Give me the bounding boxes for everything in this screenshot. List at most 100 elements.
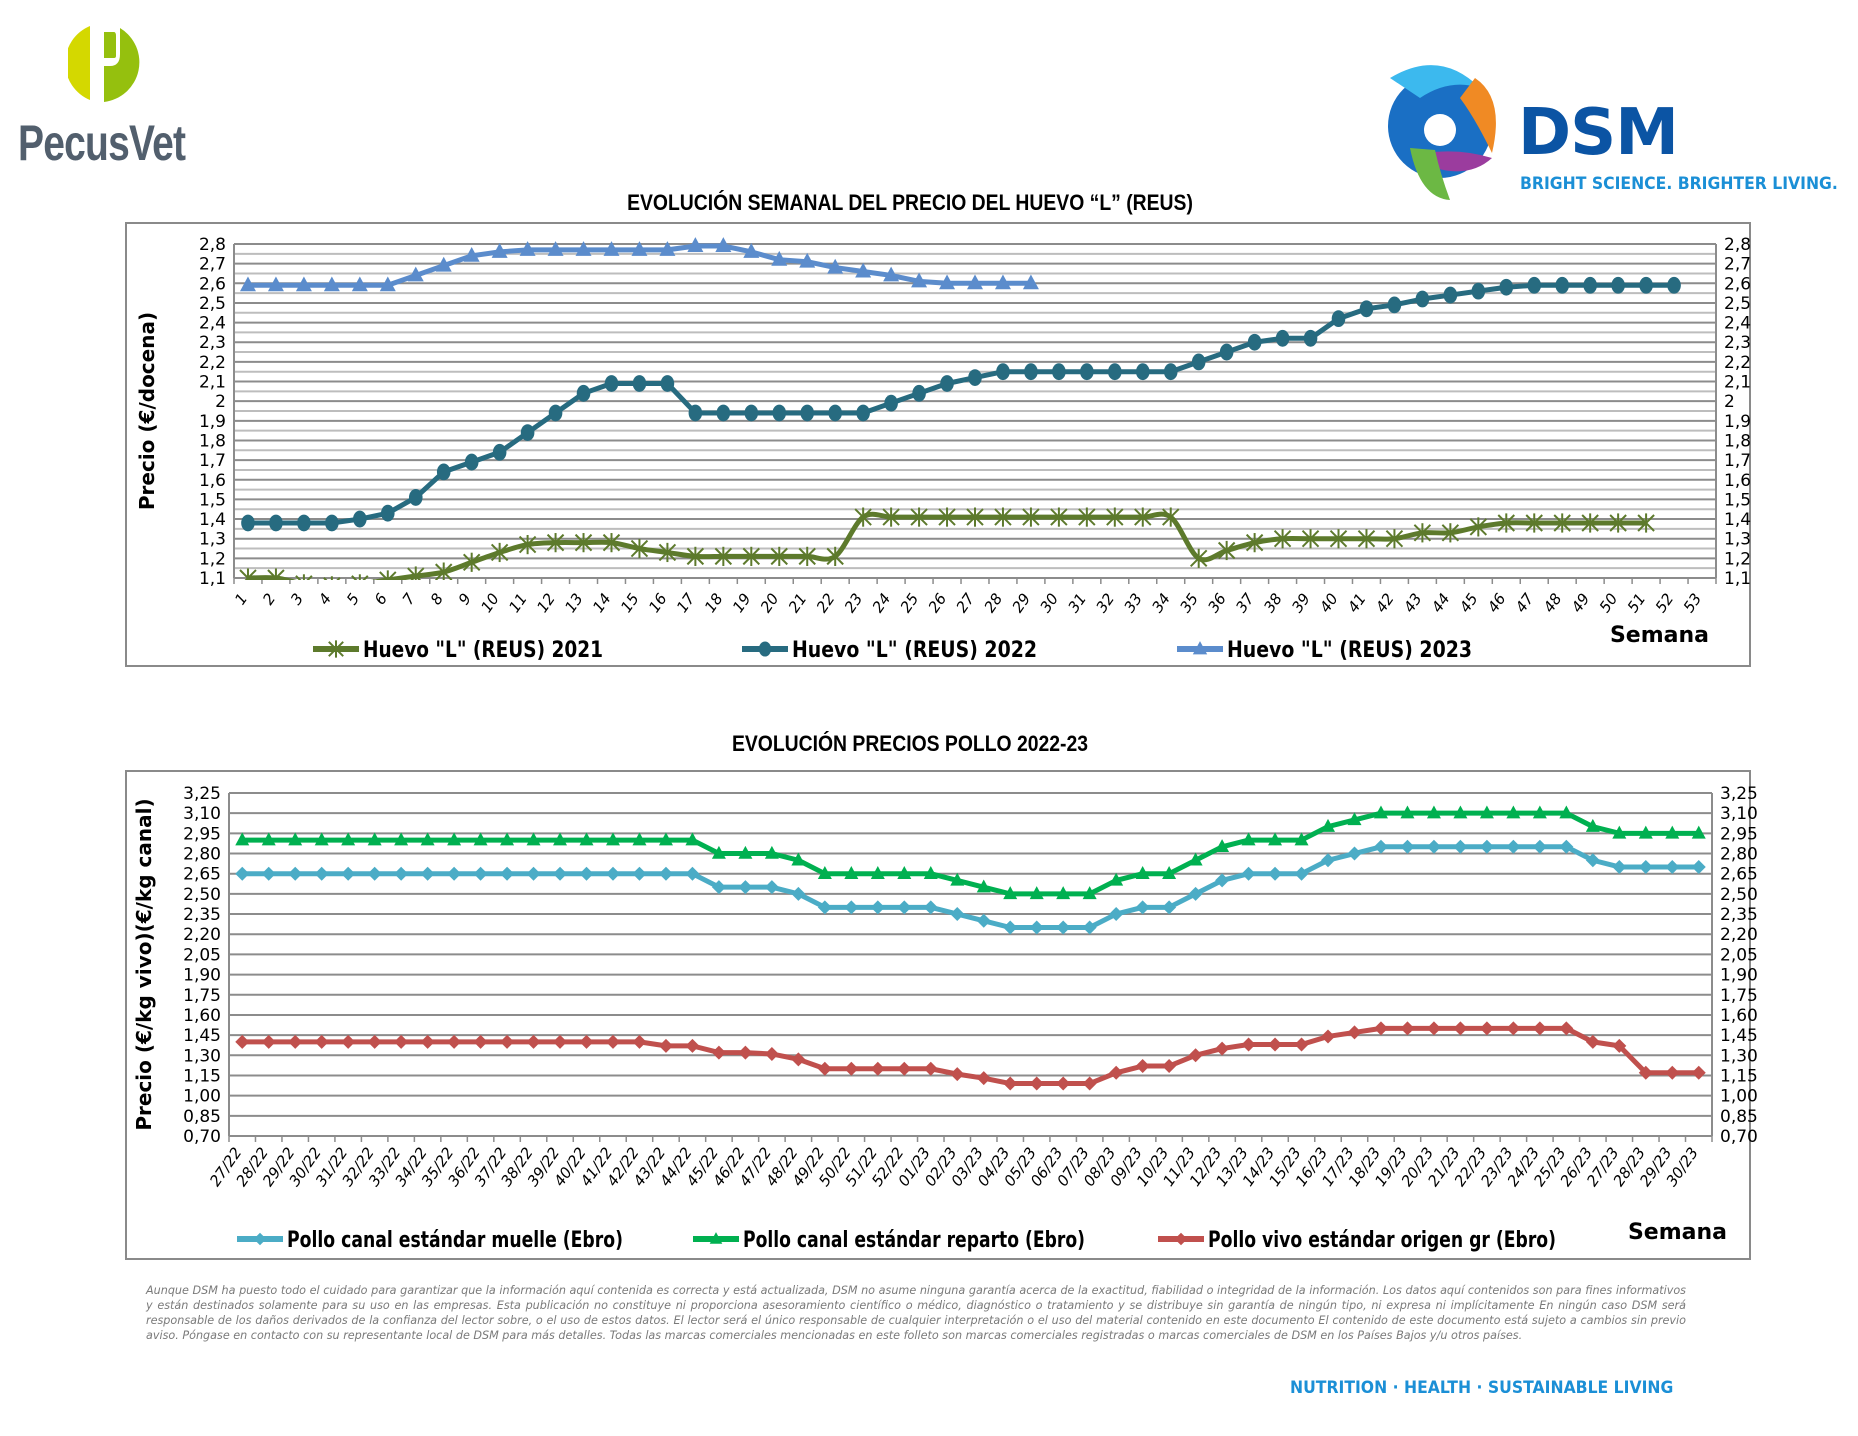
x-tick-label: 51 [1624,590,1650,616]
data-point [844,1061,859,1076]
egg-chart: 1,1 1,11,2 1,21,3 1,31,4 1,41,5 1,51,6 1,61,7 1… [135,235,1751,663]
data-point [1134,507,1152,527]
x-tick-label: 24 [869,590,895,616]
data-point [764,845,779,859]
y-axis-title: Precio (€/docena) [135,312,159,510]
data-point [1329,529,1348,549]
data-point [1347,846,1362,861]
y-tick-label-right: 2,6 [1724,274,1751,294]
y-tick-label-left: 1,4 [199,510,226,530]
series-2 [241,276,1681,532]
data-point [870,866,885,879]
data-point [1373,839,1388,854]
y-tick-label-right: 1,6 [1724,471,1751,491]
data-point [520,424,535,442]
data-point [288,866,303,881]
egg-chart-title: EVOLUCIÓN SEMANAL DEL PRECIO DEL HUEVO “… [627,190,1193,215]
data-point [379,570,397,580]
data-point [1082,886,1097,900]
x-axis-title: Semana [1610,623,1709,648]
data-point [1441,523,1460,543]
data-point [526,1034,541,1049]
y-tick-label-left: 2,80 [183,845,221,865]
data-point [473,1034,488,1049]
data-point [1506,839,1521,854]
data-point [574,533,593,553]
data-point [826,546,844,566]
data-point [1667,276,1681,294]
x-tick-label: 15 [617,590,643,616]
data-point [950,907,965,922]
data-point [500,866,515,881]
y-tick-label-right: 1,30 [1720,1046,1758,1066]
data-point [436,463,451,481]
y-tick-label-right: 1,2 [1724,549,1751,569]
y-tick-label-left: 1,1 [199,569,226,589]
x-tick-label: 22 [813,590,839,616]
data-point [380,504,395,522]
x-tick-label: 33 [1120,590,1146,616]
data-point [605,832,620,846]
x-tick-label: 40 [1316,590,1342,616]
data-point [261,1034,276,1049]
data-point [660,375,675,392]
data-point [1400,839,1415,854]
y-tick-label-right: 1,9 [1724,412,1751,432]
data-point [1532,1021,1547,1036]
data-point [1301,529,1320,549]
data-point [261,832,276,846]
data-point [950,1067,965,1082]
data-point [579,832,594,846]
data-point [1056,920,1071,935]
data-point [1215,839,1230,853]
y-tick-label-left: 1,2 [199,549,226,569]
data-point [1215,873,1230,888]
data-point [1135,363,1150,381]
data-point [500,1034,515,1049]
data-point [492,443,507,461]
x-tick-label: 10 [477,590,503,616]
x-tick-label: 4 [315,590,335,608]
data-point [269,514,283,532]
y-tick-label-left: 1,5 [199,490,226,510]
data-point [950,872,965,886]
y-tick-label-left: 1,6 [199,471,226,491]
data-point [314,832,329,846]
y-tick-label-left: 1,30 [183,1046,221,1066]
pecusvet-mark-icon [68,26,140,102]
data-point [686,546,705,566]
data-point [1553,513,1571,533]
y-tick-label-left: 2,50 [183,885,221,905]
data-point [897,866,912,879]
data-point [1163,363,1178,381]
y-tick-label-left: 2,3 [199,333,226,353]
data-point [1331,310,1346,328]
data-point [447,866,462,881]
data-point [407,566,425,580]
data-point [462,552,481,572]
data-point [353,510,367,528]
y-tick-label-left: 1,3 [199,530,226,550]
y-tick-label-right: 2,8 [1724,235,1751,255]
x-tick-label: 11 [505,590,531,616]
x-tick-label: 49 [1568,590,1594,616]
data-point [1029,886,1044,900]
data-point [1135,900,1150,915]
data-point [659,241,676,256]
y-tick-label-right: 2,2 [1724,353,1751,373]
data-point [1294,866,1309,881]
data-point [548,404,563,422]
y-tick-label-right: 1,5 [1724,490,1751,510]
data-point [473,832,488,846]
y-tick-label-right: 0,85 [1720,1107,1758,1127]
data-point [1400,805,1415,819]
legend-label: Pollo vivo estándar origen gr (Ebro) [1208,1228,1556,1253]
data-point [897,900,912,915]
data-point [1479,805,1494,819]
data-point [1219,343,1234,361]
data-point [938,507,956,527]
data-point [1022,507,1040,527]
data-point [1453,839,1468,854]
data-point [1162,866,1177,879]
x-tick-label: 30 [1036,590,1062,616]
